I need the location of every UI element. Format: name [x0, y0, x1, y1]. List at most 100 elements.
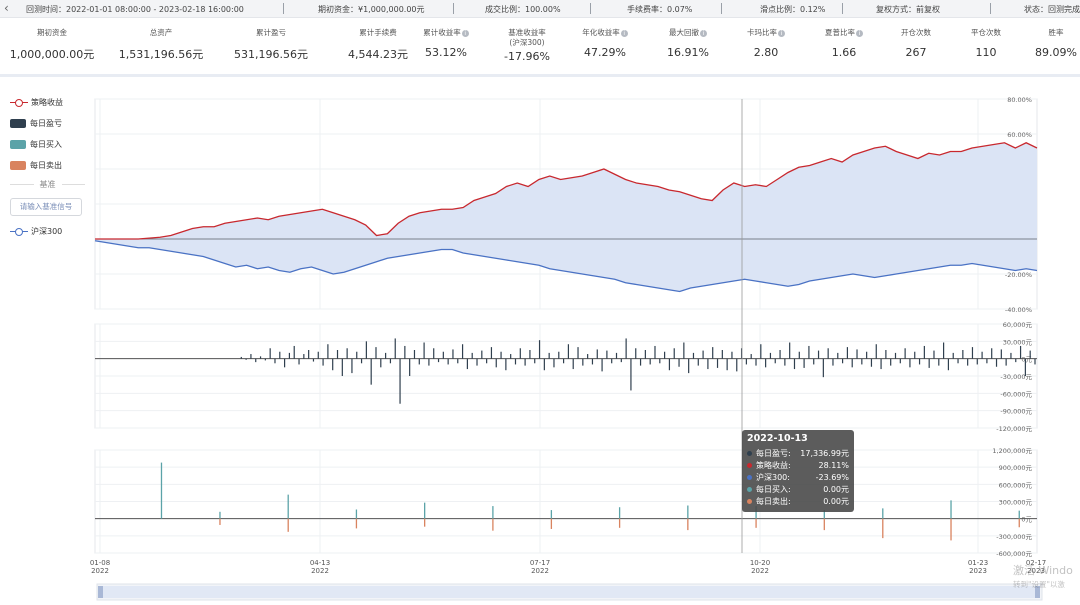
- y-tick-label: -120,000元: [996, 425, 1032, 433]
- series-dot-icon: [747, 474, 752, 480]
- series-dot-icon: [747, 462, 752, 468]
- stat-value: 2.80: [753, 46, 779, 59]
- chart-tooltip: 2022-10-13 每日盈亏: 17,336.99元 策略收益: 28.11% 沪深3…: [742, 430, 854, 512]
- zoom-slider-range: [99, 586, 1040, 598]
- stat-value: -17.96%: [504, 50, 550, 63]
- topbar-item: 状态：回测完成: [1024, 5, 1080, 14]
- y-tick-label: 600,000元: [999, 481, 1033, 489]
- stat-value: 1.66: [831, 46, 857, 59]
- stat-value: 16.91%: [667, 46, 709, 59]
- legend-benchmark[interactable]: 沪深300: [10, 224, 85, 239]
- y-tick-label: 0元: [1021, 516, 1032, 524]
- legend-strategy[interactable]: 策略收益: [10, 95, 85, 110]
- stats-panel: 期初资金 1,000,000.00元 总资产 1,531,196.56元 累计盈亏 531…: [0, 22, 1080, 72]
- tooltip-row: 每日卖出: 0.00元: [747, 495, 849, 507]
- y-tick-label: 900,000元: [999, 464, 1033, 472]
- tooltip-row: 每日买入: 0.00元: [747, 483, 849, 495]
- stat-label: 卡玛比率 i: [716, 28, 816, 38]
- stat-value: 531,196.56元: [234, 48, 308, 61]
- topbar-separator: [842, 3, 843, 14]
- x-tick-label: 02-17: [1026, 559, 1046, 567]
- stat-item: 累计收益率 i 53.12%: [396, 28, 496, 59]
- topbar-item: 成交比例：100.00%: [485, 5, 561, 14]
- stat-label: 夏普比率 i: [794, 28, 894, 38]
- y-tick-label: 0元: [1021, 356, 1032, 364]
- stat-value: 47.29%: [584, 46, 626, 59]
- stat-label: 累计收益率 i: [396, 28, 496, 38]
- x-tick-year: 2022: [531, 567, 549, 575]
- legend-panel: 策略收益 每日盈亏 每日买入 每日卖出 基准 请输入基准信号 沪深300: [10, 95, 85, 245]
- area-fill: [95, 142, 1037, 292]
- stat-item: 累计盈亏 531,196.56元: [221, 28, 321, 62]
- stat-value: 1,531,196.56元: [118, 48, 204, 61]
- stat-label: 最大回撤 i: [638, 28, 738, 38]
- tooltip-row: 沪深300: -23.69%: [747, 471, 849, 483]
- stat-label: 开仓次数: [901, 28, 931, 37]
- x-tick-label: 01-23: [968, 559, 988, 567]
- legend-daily-pnl[interactable]: 每日盈亏: [10, 116, 85, 131]
- stat-item: 累计手续费 4,544.23元: [328, 28, 428, 62]
- y-tick-label: -20.00%: [1005, 271, 1032, 279]
- stat-label: 累计盈亏: [256, 28, 286, 37]
- stat-value: 53.12%: [425, 46, 467, 59]
- x-tick-label: 01-08: [90, 559, 110, 567]
- x-tick-year: 2023: [1027, 567, 1045, 575]
- stat-label: 年化收益率 i: [555, 28, 655, 38]
- windows-activation-watermark: 激活 Windo 转到"设置"以激: [1013, 562, 1073, 590]
- swatch-icon: [10, 119, 26, 128]
- benchmark-input[interactable]: 请输入基准信号: [10, 198, 82, 216]
- stat-label: 期初资金: [37, 28, 67, 37]
- stat-item: 最大回撤 i 16.91%: [638, 28, 738, 59]
- topbar-separator: [590, 3, 591, 14]
- tooltip-value: -23.69%: [815, 472, 849, 482]
- divider: [0, 74, 1080, 77]
- stat-item: 卡玛比率 i 2.80: [716, 28, 816, 59]
- info-icon[interactable]: i: [620, 30, 628, 37]
- stat-item: 胜率 89.09%: [1006, 28, 1080, 59]
- legend-daily-sell-label: 每日卖出: [30, 161, 62, 170]
- x-tick-year: 2022: [311, 567, 329, 575]
- topbar-item: 滑点比例：0.12%: [760, 5, 826, 14]
- watermark-line2: 转到"设置"以激: [1013, 580, 1065, 589]
- info-icon[interactable]: i: [700, 30, 707, 37]
- legend-daily-sell[interactable]: 每日卖出: [10, 158, 85, 173]
- legend-daily-pnl-label: 每日盈亏: [30, 119, 62, 128]
- zoom-slider-handle-left: [98, 586, 103, 598]
- stat-value: 89.09%: [1035, 46, 1077, 59]
- legend-benchmark-label: 沪深300: [31, 227, 63, 236]
- topbar-separator: [283, 3, 284, 14]
- legend-daily-buy-label: 每日买入: [30, 140, 62, 149]
- stat-item: 夏普比率 i 1.66: [794, 28, 894, 59]
- info-icon[interactable]: i: [461, 30, 469, 37]
- swatch-icon: [10, 140, 26, 149]
- legend-daily-buy[interactable]: 每日买入: [10, 137, 85, 152]
- info-icon[interactable]: i: [856, 30, 863, 37]
- x-tick-label: 07-17: [530, 559, 550, 567]
- y-tick-label: -60,000元: [1000, 390, 1032, 398]
- back-arrow-icon[interactable]: ‹: [4, 1, 9, 15]
- tooltip-key: 每日盈亏:: [756, 448, 791, 458]
- stat-value: 267: [905, 46, 927, 59]
- tooltip-row: 策略收益: 28.11%: [747, 459, 849, 471]
- series-dot-icon: [747, 450, 752, 456]
- benchmark-section-label: 基准: [39, 180, 56, 189]
- tooltip-key: 每日买入:: [756, 484, 791, 494]
- topbar-item: 复权方式：前复权: [876, 5, 940, 14]
- x-tick-label: 10-20: [750, 559, 770, 567]
- top-info-bar: ‹ 回测时间：2022-01-01 08:00:00 - 2023-02-18 …: [0, 0, 1080, 18]
- topbar-separator: [453, 3, 454, 14]
- stat-value: 4,544.23元: [348, 48, 408, 61]
- topbar-separator: [990, 3, 991, 14]
- y-tick-label: 80.00%: [1007, 96, 1032, 104]
- x-tick-year: 2022: [751, 567, 769, 575]
- legend-strategy-label: 策略收益: [31, 98, 63, 107]
- stat-label: 累计手续费: [359, 28, 397, 37]
- y-tick-label: 300,000元: [999, 499, 1033, 507]
- y-tick-label: -40.00%: [1005, 306, 1032, 314]
- stat-item: 基准收益率 (沪深300) -17.96%: [477, 28, 577, 63]
- topbar-item: 手续费率：0.07%: [627, 5, 693, 14]
- info-icon[interactable]: i: [778, 30, 785, 37]
- y-tick-label: -30,000元: [1000, 373, 1032, 381]
- stat-item: 期初资金 1,000,000.00元: [2, 28, 102, 62]
